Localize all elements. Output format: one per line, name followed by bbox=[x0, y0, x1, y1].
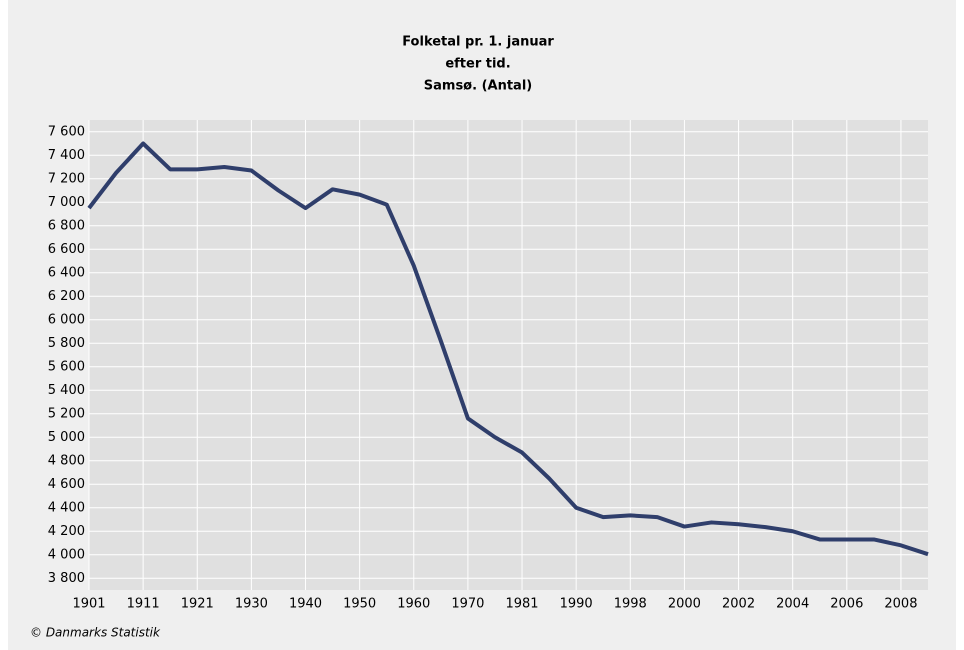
y-tick-label: 3 800 bbox=[48, 571, 85, 586]
y-tick-label: 7 400 bbox=[48, 148, 85, 163]
y-tick-label: 6 200 bbox=[48, 289, 85, 304]
x-tick-label: 1960 bbox=[397, 597, 430, 612]
x-tick-label: 1940 bbox=[289, 597, 322, 612]
chart-title: Folketal pr. 1. januar bbox=[402, 35, 554, 50]
x-tick-label: 1970 bbox=[451, 597, 484, 612]
data-line bbox=[87, 141, 929, 557]
x-tick-label: 1981 bbox=[505, 597, 538, 612]
x-tick-label: 2008 bbox=[884, 597, 917, 612]
y-tick-label: 4 000 bbox=[48, 547, 85, 562]
y-tick-label: 6 800 bbox=[48, 218, 85, 233]
y-tick-label: 6 600 bbox=[48, 242, 85, 257]
x-tick-label: 1911 bbox=[127, 597, 160, 612]
y-tick-label: 5 600 bbox=[48, 359, 85, 374]
x-tick-label: 1921 bbox=[181, 597, 214, 612]
y-tick-label: 7 600 bbox=[48, 124, 85, 139]
x-tick-label: 2002 bbox=[722, 597, 755, 612]
x-tick-label: 2000 bbox=[668, 597, 701, 612]
x-tick-label: 1950 bbox=[343, 597, 376, 612]
y-tick-label: 5 400 bbox=[48, 383, 85, 398]
y-tick-label: 5 200 bbox=[48, 406, 85, 421]
y-tick-label: 7 200 bbox=[48, 171, 85, 186]
x-tick-label: 1990 bbox=[560, 597, 593, 612]
y-tick-label: 6 000 bbox=[48, 312, 85, 327]
chart-title: Samsø. (Antal) bbox=[424, 79, 532, 94]
y-tick-label: 5 800 bbox=[48, 336, 85, 351]
x-tick-label: 1901 bbox=[72, 597, 105, 612]
y-tick-label: 4 400 bbox=[48, 500, 85, 515]
x-tick-label: 2006 bbox=[830, 597, 863, 612]
y-tick-label: 4 600 bbox=[48, 477, 85, 492]
y-tick-label: 7 000 bbox=[48, 195, 85, 210]
x-tick-label: 1998 bbox=[614, 597, 647, 612]
x-tick-label: 1930 bbox=[235, 597, 268, 612]
chart-title: efter tid. bbox=[445, 57, 510, 72]
plot-background bbox=[89, 120, 928, 590]
x-tick-label: 2004 bbox=[776, 597, 809, 612]
y-tick-label: 4 200 bbox=[48, 524, 85, 539]
source-note: © Danmarks Statistik bbox=[30, 626, 161, 640]
y-tick-label: 5 000 bbox=[48, 430, 85, 445]
y-tick-label: 4 800 bbox=[48, 453, 85, 468]
y-tick-label: 6 400 bbox=[48, 265, 85, 280]
